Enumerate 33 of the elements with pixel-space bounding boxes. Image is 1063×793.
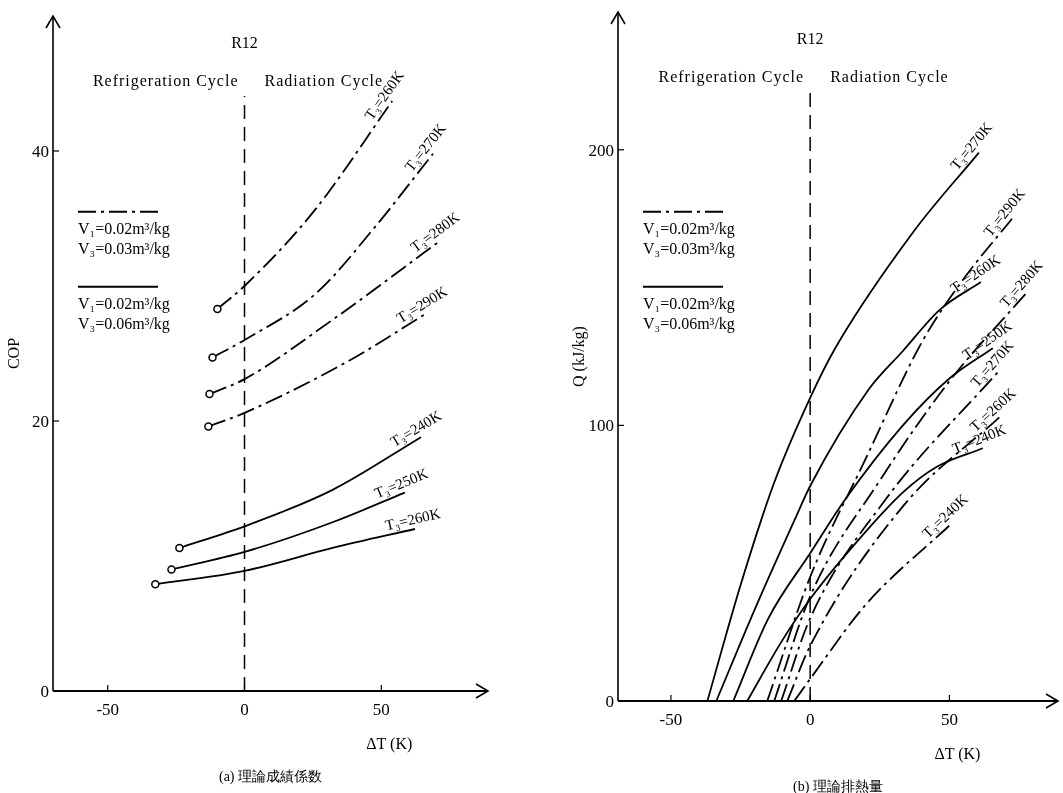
point [204,422,213,431]
point [175,543,184,553]
point [167,565,176,574]
annotation: Refrigeration Cycle [92,72,239,90]
x-tick-label: -50 [659,710,683,729]
x-tick-label: 50 [372,700,390,719]
annotation: Radiation Cycle [830,68,949,86]
x-tick-label: 50 [940,710,958,729]
text: (a) 理論成績係数 [218,769,323,785]
annotation: V₁=0.02m³/kg V₃=0.06m³/kg [78,294,170,333]
x-axis-title: ΔT (K) [366,735,413,753]
y-axis-title: COP [5,337,22,370]
x-axis-title: ΔT (K) [934,745,981,763]
annotation: V₁=0.02m³/kg V₃=0.03m³/kg [643,219,735,258]
y-tick-label: 0 [40,682,49,701]
point [213,304,222,314]
x-tick-label: 0 [805,710,815,729]
annotation: V₁=0.02m³/kg V₃=0.06m³/kg [643,294,735,333]
x-tick-label: 0 [240,700,249,719]
text: R12 [231,34,258,51]
point [151,580,160,589]
y-tick-label: 200 [588,140,614,160]
text: T₃=260K [383,505,443,534]
annotation: Refrigeration Cycle [658,68,805,86]
x-tick-label: -50 [96,700,120,719]
point [205,389,214,399]
y-tick-label: 40 [32,142,49,161]
y-axis-title: Q (kJ/kg) [570,326,588,387]
y-tick-label: 20 [32,412,49,431]
y-tick-label: 100 [588,416,614,436]
annotation: V₁=0.02m³/kg V₃=0.03m³/kg [78,219,170,258]
text: R12 [796,30,824,47]
point [208,353,217,362]
